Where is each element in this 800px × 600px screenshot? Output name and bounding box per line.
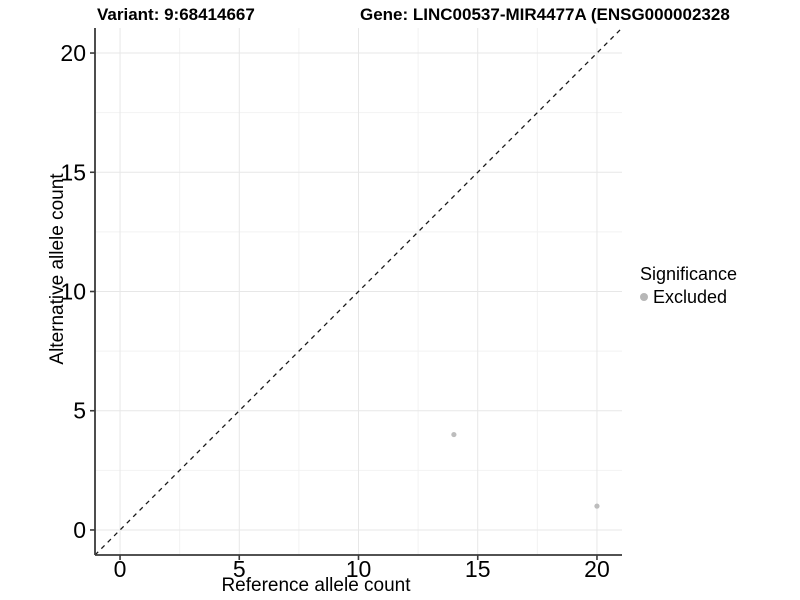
y-tick-label: 15 [60, 159, 86, 185]
legend-title: Significance [640, 264, 738, 284]
legend-key-dot-icon [640, 293, 648, 301]
legend: Significance Excluded [640, 262, 737, 308]
plot-title-gene: Gene: LINC00537-MIR4477A (ENSG000002328 [360, 5, 730, 24]
legend-item-label: Excluded [653, 286, 728, 307]
identity-dashed-line [94, 27, 623, 556]
x-tick-label: 10 [346, 556, 372, 582]
x-tick-label: 20 [584, 556, 610, 582]
legend-items: Excluded [640, 286, 737, 308]
y-axis-title: Alternative allele count [47, 173, 68, 365]
y-tick-label: 20 [60, 40, 86, 66]
plot-title-variant: Variant: 9:68414667 [97, 5, 255, 24]
y-tick-label: 10 [60, 279, 86, 305]
x-tick-label: 15 [465, 556, 491, 582]
y-tick-label: 5 [73, 398, 86, 424]
x-tick-label: 5 [233, 556, 246, 582]
x-axis-title: Reference allele count [221, 575, 411, 596]
data-point [451, 431, 457, 438]
x-tick-label: 0 [114, 556, 127, 582]
legend-item: Excluded [640, 286, 737, 308]
y-tick-label: 0 [73, 517, 86, 543]
data-point [594, 503, 600, 509]
